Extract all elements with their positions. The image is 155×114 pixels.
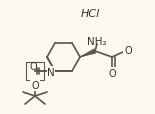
Text: O: O: [31, 80, 39, 90]
FancyBboxPatch shape: [26, 62, 44, 80]
Text: O: O: [124, 46, 132, 56]
Text: O: O: [108, 68, 116, 78]
Text: NH₂: NH₂: [87, 37, 107, 47]
Polygon shape: [80, 49, 96, 57]
Text: HCl: HCl: [80, 9, 100, 19]
Text: O: O: [29, 61, 37, 71]
Text: N: N: [47, 67, 55, 77]
